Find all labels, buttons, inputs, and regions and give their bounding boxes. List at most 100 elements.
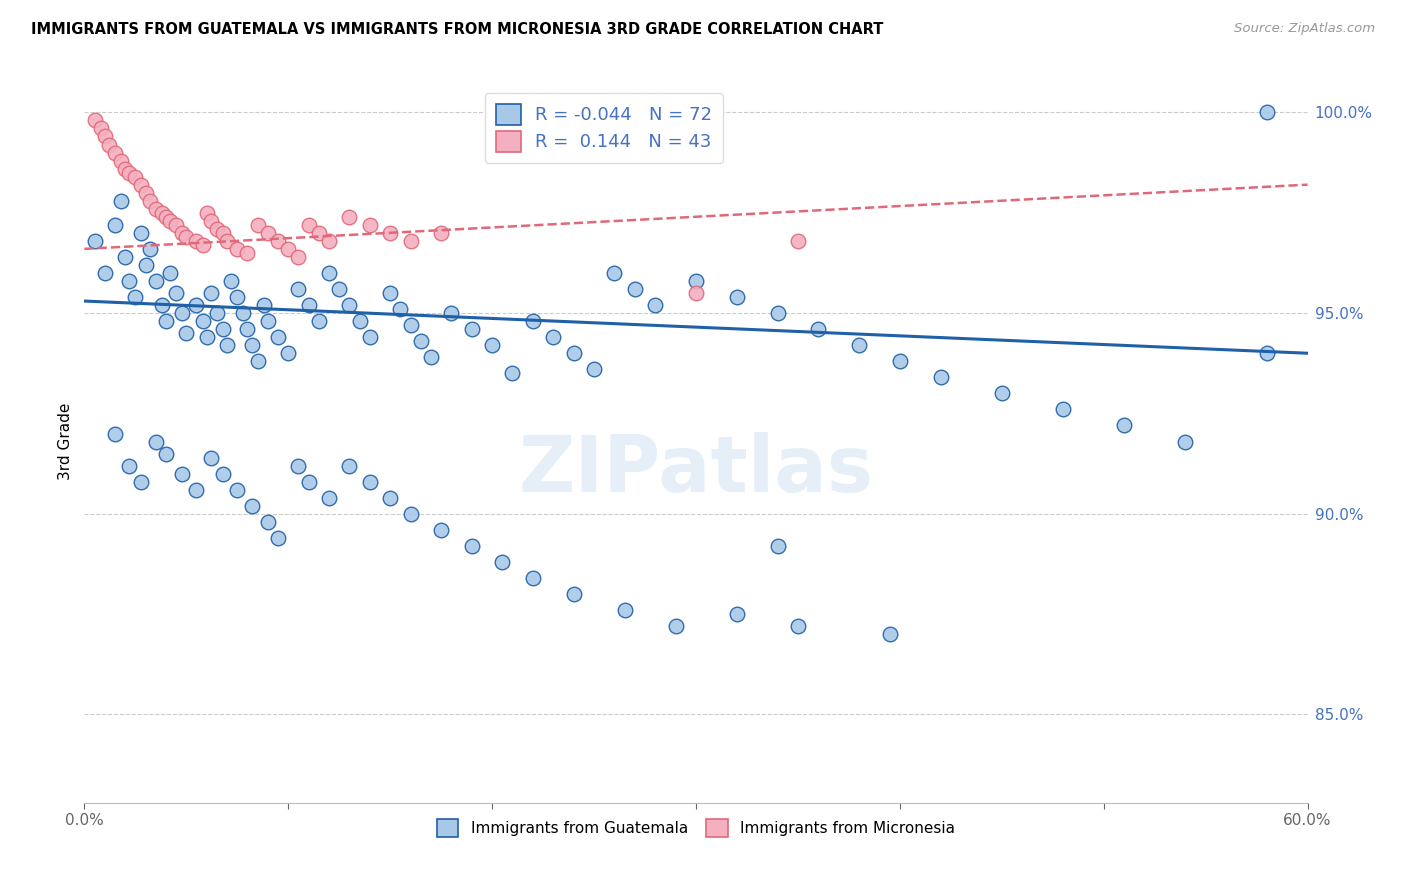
Point: [359, 475, 381, 489]
Point: [159, 214, 181, 228]
Point: [186, 483, 208, 497]
Point: [685, 286, 707, 301]
Point: [287, 282, 309, 296]
Point: [1114, 418, 1136, 433]
Point: [110, 194, 132, 208]
Point: [257, 515, 280, 529]
Point: [253, 298, 276, 312]
Point: [138, 194, 160, 208]
Point: [380, 286, 402, 301]
Point: [155, 446, 177, 460]
Point: [186, 298, 208, 312]
Point: [349, 314, 371, 328]
Point: [246, 354, 269, 368]
Text: IMMIGRANTS FROM GUATEMALA VS IMMIGRANTS FROM MICRONESIA 3RD GRADE CORRELATION CH: IMMIGRANTS FROM GUATEMALA VS IMMIGRANTS …: [31, 22, 883, 37]
Point: [461, 322, 484, 336]
Point: [104, 426, 127, 441]
Point: [145, 274, 167, 288]
Point: [440, 306, 463, 320]
Point: [359, 330, 381, 344]
Point: [174, 230, 197, 244]
Point: [104, 145, 127, 160]
Point: [118, 166, 141, 180]
Point: [308, 226, 330, 240]
Point: [97, 137, 120, 152]
Point: [644, 298, 666, 312]
Point: [1052, 402, 1074, 417]
Point: [787, 619, 810, 633]
Point: [318, 234, 340, 248]
Point: [399, 507, 422, 521]
Point: [138, 242, 160, 256]
Point: [665, 619, 688, 633]
Point: [399, 234, 422, 248]
Point: [277, 242, 299, 256]
Point: [118, 458, 141, 473]
Point: [1256, 105, 1278, 120]
Point: [889, 354, 911, 368]
Point: [93, 266, 115, 280]
Point: [491, 555, 513, 569]
Point: [991, 386, 1014, 401]
Point: [219, 274, 242, 288]
Y-axis label: 3rd Grade: 3rd Grade: [58, 403, 73, 480]
Point: [461, 539, 484, 553]
Point: [766, 539, 789, 553]
Point: [114, 250, 136, 264]
Point: [257, 226, 280, 240]
Point: [287, 250, 309, 264]
Point: [191, 314, 214, 328]
Point: [339, 210, 361, 224]
Point: [195, 330, 218, 344]
Point: [159, 266, 181, 280]
Point: [267, 330, 290, 344]
Point: [502, 367, 524, 381]
Point: [318, 491, 340, 505]
Point: [725, 607, 748, 622]
Point: [205, 222, 228, 236]
Point: [420, 351, 443, 365]
Point: [212, 322, 235, 336]
Point: [226, 290, 249, 304]
Point: [380, 491, 402, 505]
Point: [624, 282, 647, 296]
Point: [131, 475, 153, 489]
Text: ZIPatlas: ZIPatlas: [519, 433, 873, 508]
Point: [481, 338, 503, 352]
Point: [200, 214, 222, 228]
Point: [430, 226, 453, 240]
Point: [217, 338, 239, 352]
Point: [318, 266, 340, 280]
Point: [135, 258, 157, 272]
Point: [236, 322, 259, 336]
Point: [583, 362, 606, 376]
Point: [603, 266, 626, 280]
Point: [399, 318, 422, 333]
Point: [766, 306, 789, 320]
Point: [240, 499, 263, 513]
Point: [380, 226, 402, 240]
Point: [287, 458, 309, 473]
Point: [172, 306, 194, 320]
Point: [135, 186, 157, 200]
Point: [522, 571, 544, 585]
Text: Source: ZipAtlas.com: Source: ZipAtlas.com: [1234, 22, 1375, 36]
Point: [118, 274, 141, 288]
Point: [298, 218, 321, 232]
Point: [200, 450, 222, 465]
Point: [145, 202, 167, 216]
Point: [212, 467, 235, 481]
Point: [93, 129, 115, 144]
Point: [562, 587, 585, 601]
Point: [150, 206, 173, 220]
Point: [124, 169, 146, 184]
Point: [155, 314, 177, 328]
Point: [200, 286, 222, 301]
Point: [217, 234, 239, 248]
Point: [145, 434, 167, 449]
Point: [1256, 346, 1278, 360]
Point: [150, 298, 173, 312]
Point: [613, 603, 636, 617]
Point: [298, 475, 321, 489]
Point: [409, 334, 432, 349]
